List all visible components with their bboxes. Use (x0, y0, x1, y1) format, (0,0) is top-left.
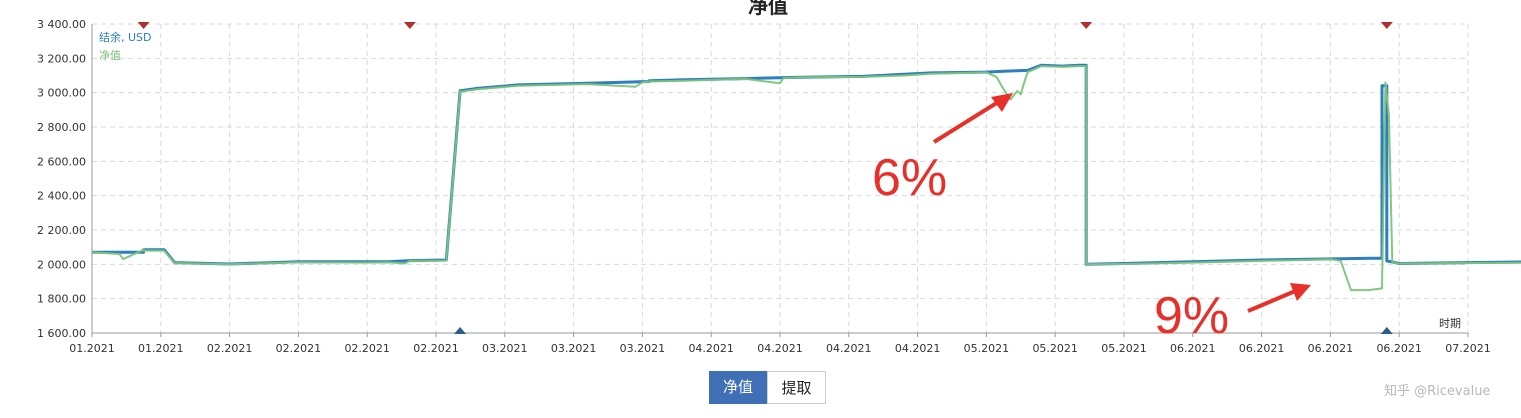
x-tick-label: 02.2021 (276, 342, 322, 355)
tab-equity[interactable]: 净值 (709, 371, 767, 404)
x-tick-label: 07.2021 (1445, 342, 1491, 355)
tab-withdraw[interactable]: 提取 (767, 371, 826, 404)
series-line-0 (92, 63, 1521, 266)
x-tick-label: 02.2021 (413, 342, 459, 355)
withdrawal-marker (403, 22, 416, 29)
series-line-1 (91, 65, 1521, 292)
x-tick-label: 02.2021 (207, 342, 253, 355)
x-tick-label: 03.2021 (482, 342, 528, 355)
series-layer (91, 63, 1521, 292)
y-tick-label: 2 400.00 (37, 190, 86, 203)
x-tick-label: 06.2021 (1308, 342, 1354, 355)
x-tick-label: 06.2021 (1376, 342, 1422, 355)
view-tabs: 净值 提取 (709, 371, 826, 404)
annotation-9pct-label: 9% (1154, 287, 1229, 345)
withdrawal-marker (1380, 22, 1393, 29)
x-tick-label: 03.2021 (620, 342, 666, 355)
event-markers (137, 22, 1393, 334)
x-tick-label: 06.2021 (1170, 342, 1216, 355)
x-tick-label: 05.2021 (964, 342, 1010, 355)
y-tick-label: 3 200.00 (37, 52, 86, 65)
x-tick-label: 05.2021 (1032, 342, 1078, 355)
x-tick-label: 04.2021 (757, 342, 803, 355)
x-tick-label: 04.2021 (826, 342, 872, 355)
x-tick-label: 06.2021 (1239, 342, 1285, 355)
y-tick-label: 2 600.00 (37, 155, 86, 168)
x-axis-label: 时期 (1439, 317, 1461, 330)
x-tick-label: 05.2021 (1101, 342, 1147, 355)
annotation-6pct: 6% (872, 93, 1013, 207)
x-tick-label: 03.2021 (551, 342, 597, 355)
x-axis-ticks: 01.2021 01.2021 02.2021 02.2021 02.2021 02.20… (69, 333, 1491, 355)
annotation-6pct-label: 6% (872, 149, 947, 207)
legend-equity: 净值 (99, 48, 121, 62)
annotation-9pct: 9% (1154, 283, 1311, 345)
deposit-marker (454, 327, 467, 334)
y-tick-label: 2 000.00 (37, 258, 86, 271)
grid-layer (92, 23, 1468, 333)
chart-title: 净值 (748, 0, 788, 18)
y-tick-label: 2 800.00 (37, 121, 86, 134)
legend-balance: 结余, USD (99, 30, 152, 44)
x-tick-label: 01.2021 (69, 342, 115, 355)
legend: 结余, USD 净值 (99, 30, 152, 62)
watermark: 知乎 @Ricevalue (1384, 384, 1491, 399)
y-tick-label: 3 400.00 (37, 18, 86, 31)
x-tick-label: 01.2021 (138, 342, 184, 355)
y-tick-label: 3 000.00 (37, 87, 86, 100)
y-axis-ticks: 1 600.00 1 800.00 2 000.00 2 200.00 2 400.00… (37, 18, 86, 340)
x-tick-label: 04.2021 (895, 342, 941, 355)
deposit-marker (1380, 327, 1393, 334)
x-tick-label: 04.2021 (688, 342, 734, 355)
withdrawal-marker (1080, 22, 1093, 29)
withdrawal-marker (137, 22, 150, 29)
y-tick-label: 1 600.00 (37, 327, 86, 340)
y-tick-label: 1 800.00 (37, 293, 86, 306)
y-tick-label: 2 200.00 (37, 224, 86, 237)
x-tick-label: 02.2021 (344, 342, 390, 355)
